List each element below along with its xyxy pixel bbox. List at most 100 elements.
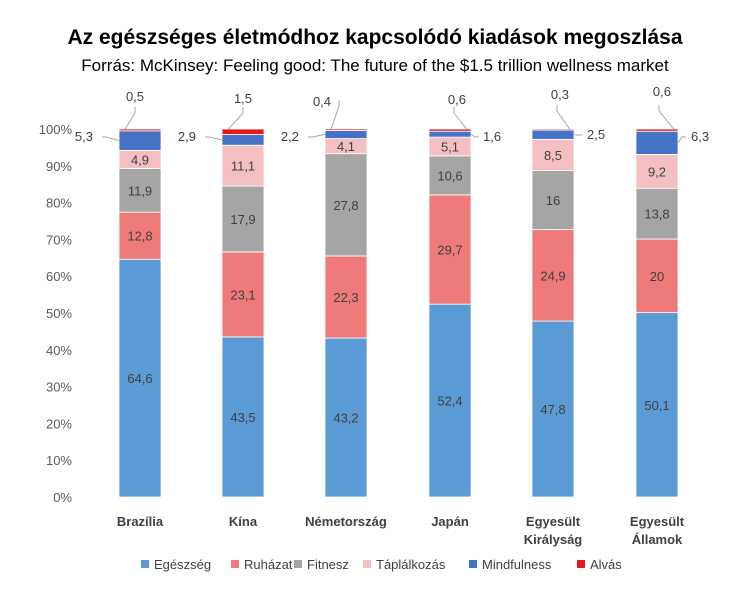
legend-label: Táplálkozás xyxy=(376,557,446,572)
callout-line xyxy=(556,105,571,130)
bar-segment xyxy=(635,238,679,314)
bar-segment xyxy=(428,155,472,196)
bar-segment xyxy=(324,128,368,131)
data-label: 50,1 xyxy=(644,398,669,413)
legend-swatch xyxy=(294,560,302,568)
data-label: 17,9 xyxy=(230,212,255,227)
bar-segment xyxy=(635,153,679,189)
data-label: 0,5 xyxy=(126,89,144,104)
bar-segment xyxy=(118,211,162,260)
bar-segment xyxy=(531,320,575,498)
y-axis: 0% 10% 20% 30% 40% 50% 60% 70% 80% 90% 100% xyxy=(39,122,73,505)
y-tick-label: 0% xyxy=(53,490,72,505)
bar-segment xyxy=(635,130,679,155)
bar-segment xyxy=(324,337,368,498)
category-label: Egyesült Államok xyxy=(630,514,685,547)
y-tick-label: 80% xyxy=(46,196,72,211)
legend-swatch xyxy=(363,560,371,568)
data-label: 52,4 xyxy=(437,394,462,409)
bar-segment xyxy=(324,153,368,257)
callout-line xyxy=(124,107,136,130)
data-label: 23,1 xyxy=(230,287,255,302)
legend-item: Táplálkozás xyxy=(363,557,446,572)
bar-segment xyxy=(635,312,679,498)
bar-segment xyxy=(428,128,472,132)
legend-item: Ruházat xyxy=(231,557,293,572)
bar-segment xyxy=(118,258,162,498)
callout-line xyxy=(658,105,675,130)
bar-segment xyxy=(635,128,679,132)
data-label: 10,6 xyxy=(437,168,462,183)
data-label: 27,8 xyxy=(333,198,358,213)
callout-line xyxy=(227,107,244,130)
callout-line xyxy=(102,136,120,142)
data-label: 22,3 xyxy=(333,290,358,305)
callout-line xyxy=(308,134,326,138)
legend-swatch xyxy=(231,560,239,568)
data-label: 43,2 xyxy=(333,411,358,426)
bar-segment xyxy=(531,170,575,230)
bars: 64,6 12,8 11,9 4,9 43,5 23,1 17,9 11,1 43,2 22,3 2… xyxy=(118,128,679,498)
bar-segment xyxy=(531,129,575,140)
legend: Egészség Ruházat Fitnesz Táplálkozás Mindful… xyxy=(141,557,622,572)
data-label: 12,8 xyxy=(127,229,152,244)
bar-segment xyxy=(118,130,162,151)
data-label: 24,9 xyxy=(540,268,565,283)
category-label: Egyesült Királyság xyxy=(524,514,583,547)
data-label: 5,1 xyxy=(441,139,459,154)
category-label: Brazília xyxy=(117,514,164,529)
category-label: Kína xyxy=(229,514,258,529)
callout-line xyxy=(677,136,686,144)
legend-label: Alvás xyxy=(590,557,622,572)
data-label: 13,8 xyxy=(644,207,669,222)
data-label: 43,5 xyxy=(230,410,255,425)
data-label: 64,6 xyxy=(127,371,152,386)
chart-title: Az egészséges életmódhoz kapcsolódó kiad… xyxy=(67,26,683,49)
data-label: 47,8 xyxy=(540,402,565,417)
y-tick-label: 20% xyxy=(46,416,72,431)
data-label: 2,5 xyxy=(587,127,605,142)
bar-segment xyxy=(324,255,368,339)
callouts: 5,3 0,5 2,9 1,5 2,2 0,4 1,6 0,6 2,5 0,3 6,3 0,6 xyxy=(75,84,709,144)
legend-label: Egészség xyxy=(154,557,211,572)
bar-segment xyxy=(221,336,265,498)
callout-line xyxy=(453,107,468,130)
data-label: 29,7 xyxy=(437,243,462,258)
category-label: Japán xyxy=(431,514,469,529)
data-label: 2,2 xyxy=(281,129,299,144)
y-tick-label: 40% xyxy=(46,343,72,358)
y-tick-label: 100% xyxy=(39,122,73,137)
x-axis: Brazília Kína Németország Japán Egyesült Kirá… xyxy=(117,514,685,547)
bar-segment xyxy=(118,167,162,213)
legend-item: Mindfulness xyxy=(469,557,552,572)
bar-segment xyxy=(324,130,368,139)
y-tick-label: 30% xyxy=(46,380,72,395)
chart-subtitle: Forrás: McKinsey: Feeling good: The futu… xyxy=(81,56,669,75)
data-label: 11,1 xyxy=(231,159,255,174)
data-label: 0,6 xyxy=(653,84,671,99)
data-label: 4,1 xyxy=(337,139,355,154)
y-tick-label: 90% xyxy=(46,159,72,174)
category-label: Németország xyxy=(305,514,387,529)
legend-swatch xyxy=(469,560,477,568)
bar-segment xyxy=(221,128,265,135)
data-label: 2,9 xyxy=(178,129,196,144)
bar-segment xyxy=(531,128,575,131)
data-label: 0,6 xyxy=(448,92,466,107)
legend-item: Fitnesz xyxy=(294,557,349,572)
data-label: 20 xyxy=(650,269,664,284)
legend-label: Fitnesz xyxy=(307,557,349,572)
bar-segment xyxy=(221,134,265,146)
legend-label: Mindfulness xyxy=(482,557,552,572)
bar-segment xyxy=(531,229,575,322)
data-label: 16 xyxy=(546,193,560,208)
legend-swatch xyxy=(577,560,585,568)
y-tick-label: 60% xyxy=(46,269,72,284)
y-tick-label: 50% xyxy=(46,306,72,321)
data-label: 11,9 xyxy=(128,183,152,198)
data-label: 8,5 xyxy=(544,148,562,163)
bar-segment xyxy=(428,303,472,498)
y-tick-label: 70% xyxy=(46,232,72,247)
callout-line xyxy=(470,133,479,138)
